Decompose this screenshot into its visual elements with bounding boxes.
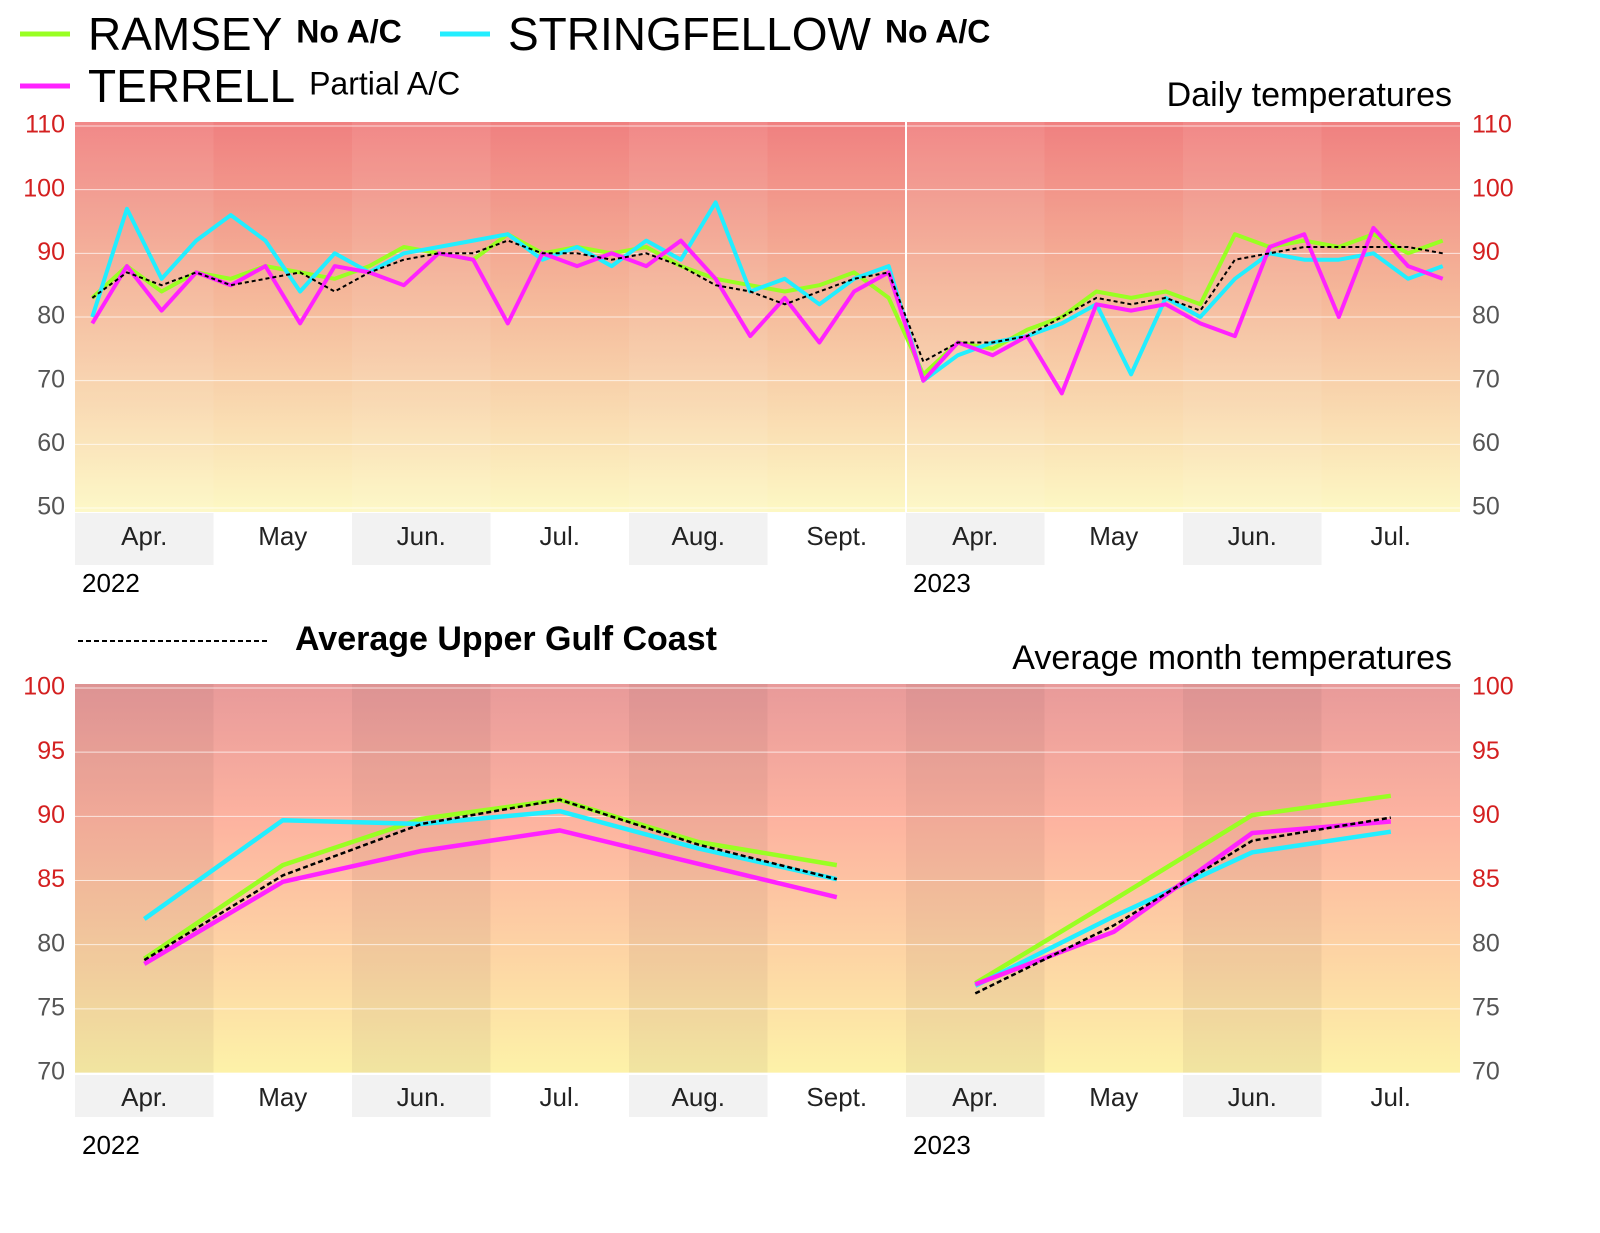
x-tick-label: Jun. xyxy=(397,1082,446,1112)
y-tick-label: 100 xyxy=(23,174,65,202)
month-cell xyxy=(906,1075,1045,1117)
x-tick-label: Jun. xyxy=(1228,521,1277,551)
y-tick-label: 100 xyxy=(23,673,65,701)
series-line xyxy=(143,798,1392,995)
y-tick-label: 90 xyxy=(37,801,65,829)
y2-tick-label: 75 xyxy=(1472,993,1500,1021)
y2-tick-label: 100 xyxy=(1472,673,1514,701)
chart-subtitle: Daily temperatures xyxy=(1167,76,1452,114)
band-shade xyxy=(75,684,214,1073)
band-shade xyxy=(352,684,491,1073)
band-shade xyxy=(906,684,1045,1073)
y2-tick-label: 100 xyxy=(1472,174,1514,202)
month-cell xyxy=(629,1075,768,1117)
x-tick-label: Jun. xyxy=(397,521,446,551)
series-line xyxy=(90,232,1444,377)
x-tick-label: May xyxy=(258,1082,307,1112)
x-tick-label: Jul. xyxy=(540,521,580,551)
y2-tick-label: 85 xyxy=(1472,865,1500,893)
y2-tick-label: 80 xyxy=(1472,929,1500,957)
month-cell xyxy=(352,513,491,565)
y2-tick-label: 70 xyxy=(1472,1058,1500,1086)
month-cell xyxy=(1183,513,1322,565)
x-tick-label: Aug. xyxy=(672,1082,726,1112)
month-cell xyxy=(75,1075,214,1117)
y-tick-label: 70 xyxy=(37,365,65,393)
y2-tick-label: 110 xyxy=(1472,111,1512,139)
y-tick-label: 50 xyxy=(37,493,65,521)
x-tick-label: Apr. xyxy=(952,521,998,551)
x-tick-label: Jun. xyxy=(1228,1082,1277,1112)
legend-label: RAMSEY xyxy=(88,8,282,60)
band-shade xyxy=(1183,684,1322,1073)
legend-note: Partial A/C xyxy=(309,65,460,101)
legend-note: No A/C xyxy=(885,13,990,49)
legend-label: TERRELL xyxy=(88,60,295,112)
y2-tick-label: 90 xyxy=(1472,801,1500,829)
y2-tick-label: 95 xyxy=(1472,737,1500,765)
x-tick-label: Aug. xyxy=(672,521,726,551)
x-tick-label: Apr. xyxy=(121,1082,167,1112)
y2-tick-label: 50 xyxy=(1472,493,1500,521)
y-tick-label: 75 xyxy=(37,993,65,1021)
series-line xyxy=(143,793,1392,986)
y-tick-label: 80 xyxy=(37,929,65,957)
y-tick-label: 80 xyxy=(37,302,65,330)
y-tick-label: 70 xyxy=(37,1058,65,1086)
x-tick-label: Jul. xyxy=(1371,1082,1411,1112)
y2-tick-label: 80 xyxy=(1472,302,1500,330)
legend-label: Average Upper Gulf Coast xyxy=(295,620,717,658)
month-cell xyxy=(75,513,214,565)
x-tick-label: Jul. xyxy=(540,1082,580,1112)
year-label: 2023 xyxy=(913,1130,971,1160)
y2-tick-label: 70 xyxy=(1472,365,1500,393)
month-cell xyxy=(352,1075,491,1117)
x-tick-label: Jul. xyxy=(1371,521,1411,551)
series-line xyxy=(91,239,1443,363)
month-cell xyxy=(906,513,1045,565)
x-tick-label: Apr. xyxy=(121,521,167,551)
x-tick-label: May xyxy=(1089,1082,1138,1112)
y-tick-label: 110 xyxy=(25,111,65,139)
x-tick-label: Sept. xyxy=(806,521,867,551)
y2-tick-label: 60 xyxy=(1472,429,1500,457)
x-tick-label: Sept. xyxy=(806,1082,867,1112)
year-label: 2022 xyxy=(82,568,140,598)
legend-note: No A/C xyxy=(296,13,401,49)
x-tick-label: May xyxy=(258,521,307,551)
year-label: 2023 xyxy=(913,568,971,598)
legend-label: STRINGFELLOW xyxy=(508,8,872,60)
x-tick-label: Apr. xyxy=(952,1082,998,1112)
series-line xyxy=(90,225,1444,396)
y2-tick-label: 90 xyxy=(1472,238,1500,266)
band-shade xyxy=(629,684,768,1073)
x-tick-label: May xyxy=(1089,521,1138,551)
y-tick-label: 95 xyxy=(37,737,65,765)
month-cell xyxy=(629,513,768,565)
year-label: 2022 xyxy=(82,1130,140,1160)
month-cell xyxy=(1183,1075,1322,1117)
series-line xyxy=(90,200,1444,383)
y-tick-label: 90 xyxy=(37,238,65,266)
y-tick-label: 60 xyxy=(37,429,65,457)
chart-subtitle: Average month temperatures xyxy=(1012,639,1452,677)
y-tick-label: 85 xyxy=(37,865,65,893)
